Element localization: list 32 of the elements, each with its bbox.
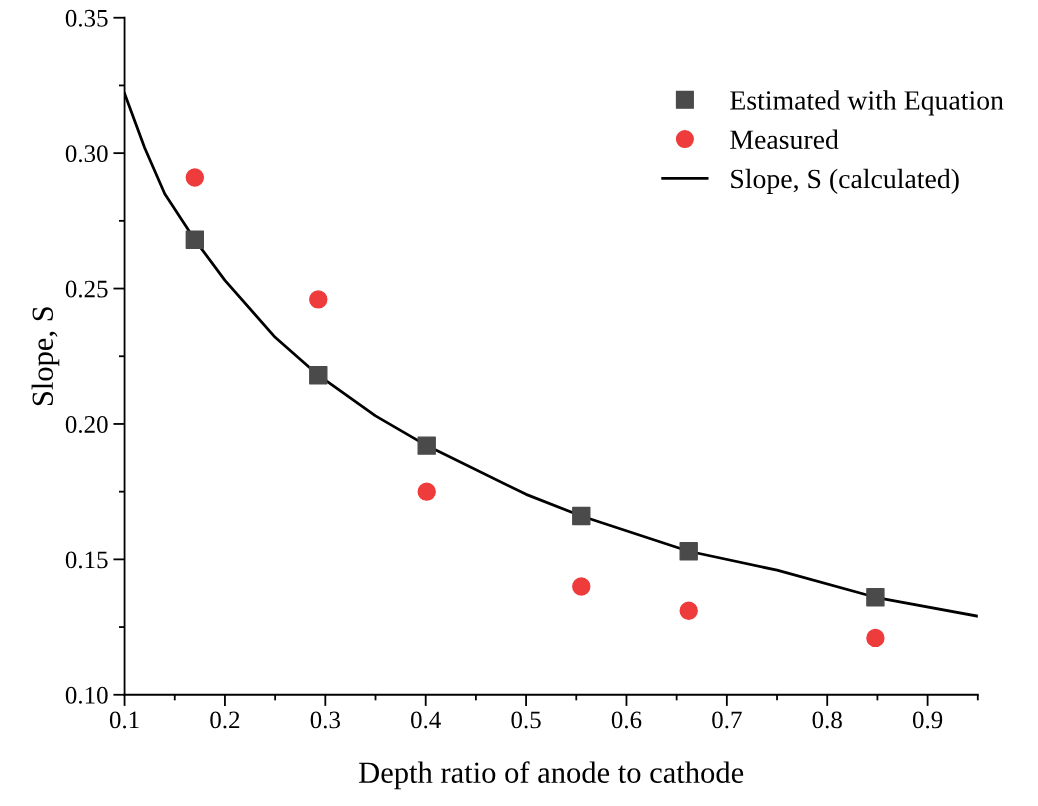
point xyxy=(572,506,591,526)
y-tick-label: 0.25 xyxy=(65,280,108,298)
legend-label: Estimated with Equation xyxy=(730,90,1004,116)
point xyxy=(309,290,328,309)
point xyxy=(309,366,328,385)
y-tick-label: 0.10 xyxy=(65,686,108,704)
x-tick-label: 0.1 xyxy=(109,711,139,729)
y-tick-label: 0.20 xyxy=(65,416,108,433)
x-tick-label: 0.4 xyxy=(411,711,441,729)
x-tick-label: 0.3 xyxy=(310,711,340,729)
y-tick-label: 0.35 xyxy=(65,9,108,27)
point xyxy=(185,168,205,187)
point xyxy=(866,588,885,607)
x-tick-label: 0.8 xyxy=(812,711,842,729)
y-tick-label: 0.15 xyxy=(65,551,108,569)
x-tick-label: 0.7 xyxy=(712,711,742,729)
y-axis-title: Slope, S xyxy=(31,307,60,406)
point xyxy=(417,482,436,501)
legend-label: Measured xyxy=(730,129,839,150)
point xyxy=(679,601,698,621)
point xyxy=(417,436,436,455)
point xyxy=(185,230,205,250)
x-tick-label: 0.2 xyxy=(210,711,240,729)
y-tick-label: 0.30 xyxy=(65,145,108,163)
point xyxy=(572,577,591,596)
x-axis-title: Depth ratio of anode to cathode xyxy=(359,761,744,790)
legend-label: Slope, S (calculated) xyxy=(731,168,959,194)
point xyxy=(679,542,698,561)
x-tick-label: 0.6 xyxy=(611,711,642,729)
x-tick-label: 0.9 xyxy=(912,711,943,729)
point xyxy=(866,628,885,648)
x-tick-label: 0.5 xyxy=(511,711,541,729)
